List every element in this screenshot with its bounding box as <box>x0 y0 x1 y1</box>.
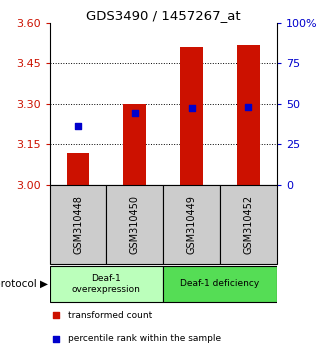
Bar <box>67 153 89 185</box>
Bar <box>163 266 277 302</box>
Title: GDS3490 / 1457267_at: GDS3490 / 1457267_at <box>86 9 241 22</box>
Point <box>132 110 137 116</box>
Point <box>76 123 81 129</box>
Text: protocol ▶: protocol ▶ <box>0 279 48 289</box>
Point <box>54 336 59 342</box>
Text: percentile rank within the sample: percentile rank within the sample <box>68 334 221 343</box>
Point <box>189 105 194 111</box>
Bar <box>50 185 106 264</box>
Bar <box>106 185 163 264</box>
Bar <box>50 266 163 302</box>
Text: transformed count: transformed count <box>68 311 152 320</box>
Bar <box>124 104 146 185</box>
Point <box>246 104 251 109</box>
Text: GSM310450: GSM310450 <box>130 195 140 254</box>
Text: GSM310452: GSM310452 <box>244 195 253 254</box>
Bar <box>180 47 203 185</box>
Bar <box>163 185 220 264</box>
Bar <box>237 45 260 185</box>
Text: GSM310449: GSM310449 <box>187 195 196 254</box>
Bar <box>220 185 277 264</box>
Text: Deaf-1
overexpression: Deaf-1 overexpression <box>72 274 141 293</box>
Text: Deaf-1 deficiency: Deaf-1 deficiency <box>180 279 260 289</box>
Point <box>54 313 59 318</box>
Text: GSM310448: GSM310448 <box>73 195 83 254</box>
